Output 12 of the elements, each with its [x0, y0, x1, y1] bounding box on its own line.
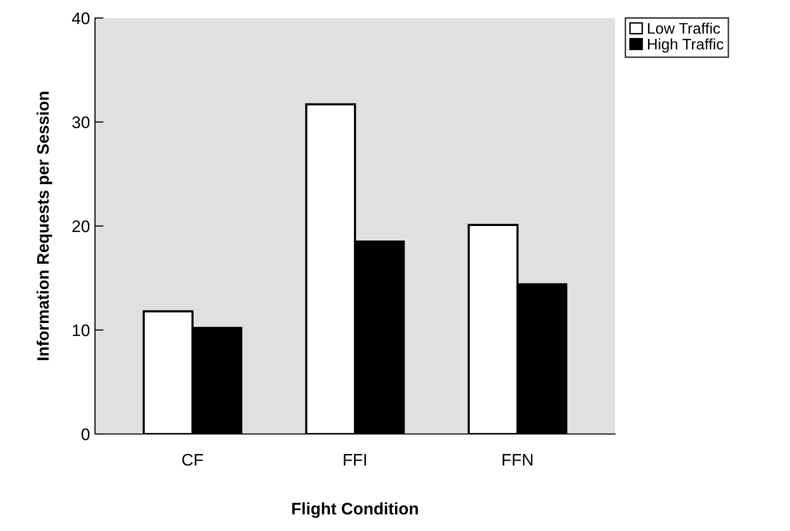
y-axis-title: Information Requests per Session [36, 92, 52, 360]
x-tick-label: FFI [344, 454, 366, 466]
x-tick-label: FFN [502, 454, 532, 466]
y-tick-label: 10 [72, 324, 90, 336]
y-tick-label: 30 [72, 116, 90, 128]
y-tick-label: 40 [72, 12, 90, 24]
x-axis-title: Flight Condition [292, 502, 418, 518]
legend-label: High Traffic [648, 38, 724, 53]
y-tick-label: 0 [82, 428, 90, 440]
legend-label: Low Traffic [648, 22, 720, 34]
y-tick-label: 20 [72, 220, 90, 232]
x-tick-label: CF [182, 454, 203, 466]
